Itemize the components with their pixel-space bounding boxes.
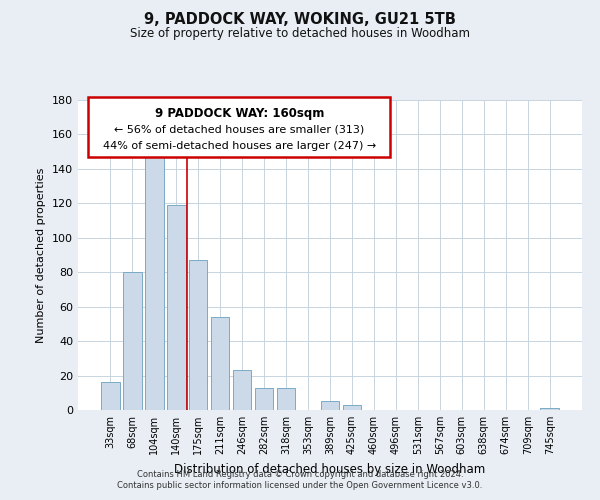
Bar <box>167 205 185 410</box>
Text: 9, PADDOCK WAY, WOKING, GU21 5TB: 9, PADDOCK WAY, WOKING, GU21 5TB <box>144 12 456 28</box>
X-axis label: Distribution of detached houses by size in Woodham: Distribution of detached houses by size … <box>175 462 485 475</box>
Text: ← 56% of detached houses are smaller (313): ← 56% of detached houses are smaller (31… <box>114 124 364 134</box>
Bar <box>211 317 229 410</box>
Text: Size of property relative to detached houses in Woodham: Size of property relative to detached ho… <box>130 28 470 40</box>
Text: Contains HM Land Registry data © Crown copyright and database right 2024.: Contains HM Land Registry data © Crown c… <box>137 470 463 479</box>
Bar <box>123 272 142 410</box>
Bar <box>233 370 251 410</box>
Bar <box>145 152 164 410</box>
Bar <box>343 405 361 410</box>
FancyBboxPatch shape <box>88 97 391 158</box>
Bar <box>189 260 208 410</box>
Bar <box>101 382 119 410</box>
Bar <box>320 402 340 410</box>
Text: 44% of semi-detached houses are larger (247) →: 44% of semi-detached houses are larger (… <box>103 141 376 151</box>
Bar <box>255 388 274 410</box>
Bar <box>277 388 295 410</box>
Text: 9 PADDOCK WAY: 160sqm: 9 PADDOCK WAY: 160sqm <box>155 106 324 120</box>
Y-axis label: Number of detached properties: Number of detached properties <box>37 168 46 342</box>
Text: Contains public sector information licensed under the Open Government Licence v3: Contains public sector information licen… <box>118 481 482 490</box>
Bar <box>541 408 559 410</box>
